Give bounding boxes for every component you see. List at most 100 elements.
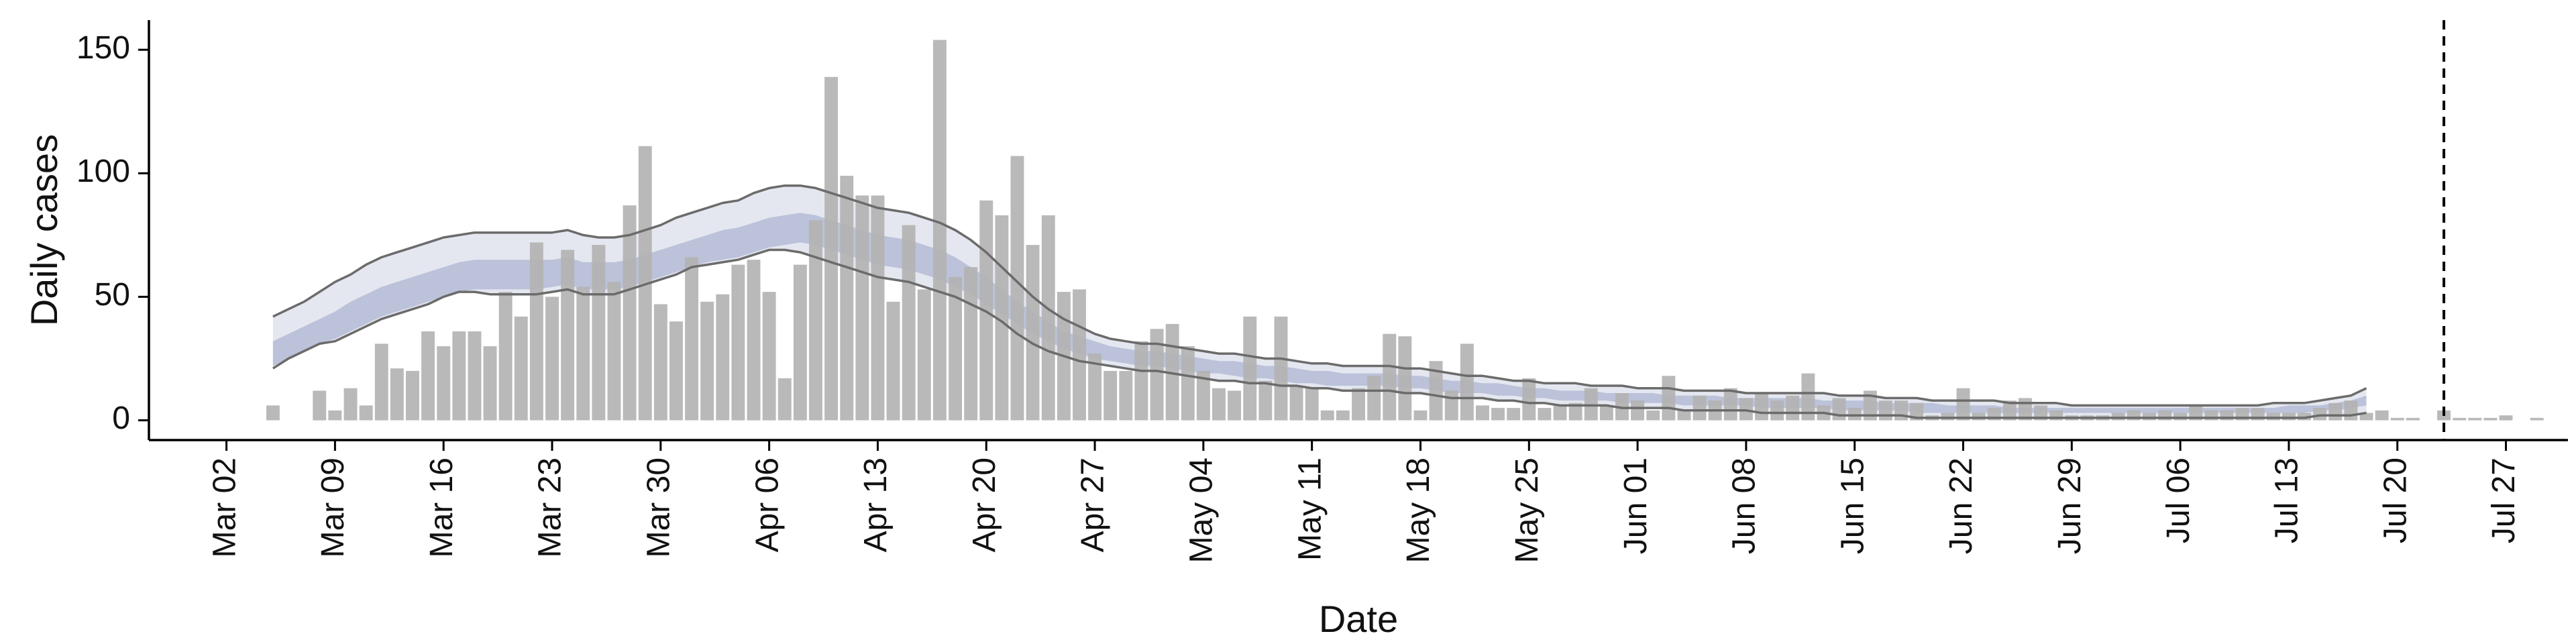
bar (1010, 156, 1024, 421)
bar (2359, 413, 2373, 421)
bar (2034, 405, 2047, 421)
bar (313, 390, 327, 421)
bar (2002, 400, 2017, 421)
x-tick-label: Jun 29 (2052, 458, 2088, 554)
uncertainty-band-layer (272, 185, 2367, 418)
outer-band (272, 185, 2367, 418)
y-axis-title: Daily cases (23, 134, 65, 326)
bar (1073, 289, 1086, 421)
band-lines-layer (272, 184, 2367, 419)
bar (685, 257, 698, 421)
bar (2390, 417, 2404, 421)
x-tick-label: May 25 (1509, 458, 1545, 563)
y-tick-label: 0 (112, 400, 130, 436)
x-axis-title: Date (1319, 598, 1398, 640)
bar (266, 405, 280, 421)
bar (1723, 388, 1737, 421)
bar (1336, 410, 1350, 421)
bar (2174, 413, 2188, 421)
x-tick-label: Jul 27 (2486, 458, 2522, 543)
bar (343, 388, 358, 421)
bar (2266, 413, 2280, 421)
bar (1367, 376, 1381, 421)
bar (1212, 388, 1226, 421)
bar (700, 301, 714, 421)
x-tick-label: Mar 02 (207, 458, 242, 557)
bar (747, 260, 761, 421)
bar (1894, 400, 1908, 421)
bar (545, 297, 559, 421)
bar (809, 220, 822, 421)
bar (793, 264, 807, 421)
x-tick-label: Mar 23 (533, 458, 568, 557)
bar (1522, 378, 1536, 421)
bar (1615, 393, 1629, 421)
bar (1258, 380, 1273, 421)
bar (777, 378, 792, 421)
bar (1413, 410, 1428, 421)
bar (1460, 343, 1474, 421)
bar (824, 76, 838, 421)
bar (1088, 354, 1102, 421)
bar (390, 368, 404, 421)
bar (1786, 395, 1800, 421)
bar (2468, 417, 2482, 421)
bar (468, 331, 482, 421)
bar (1677, 410, 1691, 421)
x-ticks-layer: Mar 02 Mar 09 Mar 16 Mar 23 Mar 30 Apr 06 Apr … (207, 440, 2522, 563)
bar (840, 176, 854, 421)
bar (623, 205, 637, 421)
bar (1538, 408, 1552, 421)
bar (871, 195, 885, 421)
bar (1320, 410, 1334, 421)
bar (2499, 415, 2513, 421)
bar (2375, 410, 2389, 421)
bar (2111, 413, 2125, 421)
x-tick-label: Jun 01 (1618, 458, 1654, 554)
bar (1693, 395, 1707, 421)
bar (1879, 400, 1892, 421)
y-tick-label: 50 (95, 277, 130, 313)
bar (1026, 245, 1040, 421)
band-line (272, 184, 2367, 407)
bar (917, 289, 931, 421)
bar (949, 277, 962, 421)
bar (902, 225, 916, 421)
bar (716, 294, 730, 421)
bar (1631, 400, 1644, 421)
bar (1646, 410, 1660, 421)
bar (2282, 413, 2296, 421)
bar (2142, 413, 2156, 421)
bar (2328, 402, 2343, 421)
bar (514, 316, 528, 421)
bar (328, 410, 342, 421)
bar (1863, 390, 1877, 421)
bar (669, 321, 683, 421)
bar (1228, 390, 1241, 421)
bar (995, 215, 1009, 421)
bar (1832, 398, 1846, 421)
bar (1770, 400, 1784, 421)
bar (1553, 405, 1567, 421)
bar (886, 301, 900, 421)
x-tick-label: Apr 06 (749, 458, 785, 552)
bar (576, 286, 590, 421)
bar (452, 331, 466, 421)
bar (498, 292, 513, 421)
inner-band (272, 213, 2367, 413)
x-tick-label: Mar 30 (641, 458, 676, 557)
bar (1755, 393, 1768, 421)
bar (1444, 390, 1458, 421)
bar (1274, 316, 1288, 421)
bar (731, 264, 745, 421)
x-tick-label: Apr 27 (1075, 458, 1111, 552)
bar (2530, 417, 2544, 421)
bar (1243, 316, 1257, 421)
bar (1165, 323, 1179, 421)
x-tick-label: Jun 22 (1943, 458, 1979, 554)
bar (2453, 417, 2467, 421)
bar (762, 292, 776, 421)
bar (1491, 408, 1505, 421)
bar (1398, 336, 1412, 421)
bar (2344, 400, 2358, 421)
